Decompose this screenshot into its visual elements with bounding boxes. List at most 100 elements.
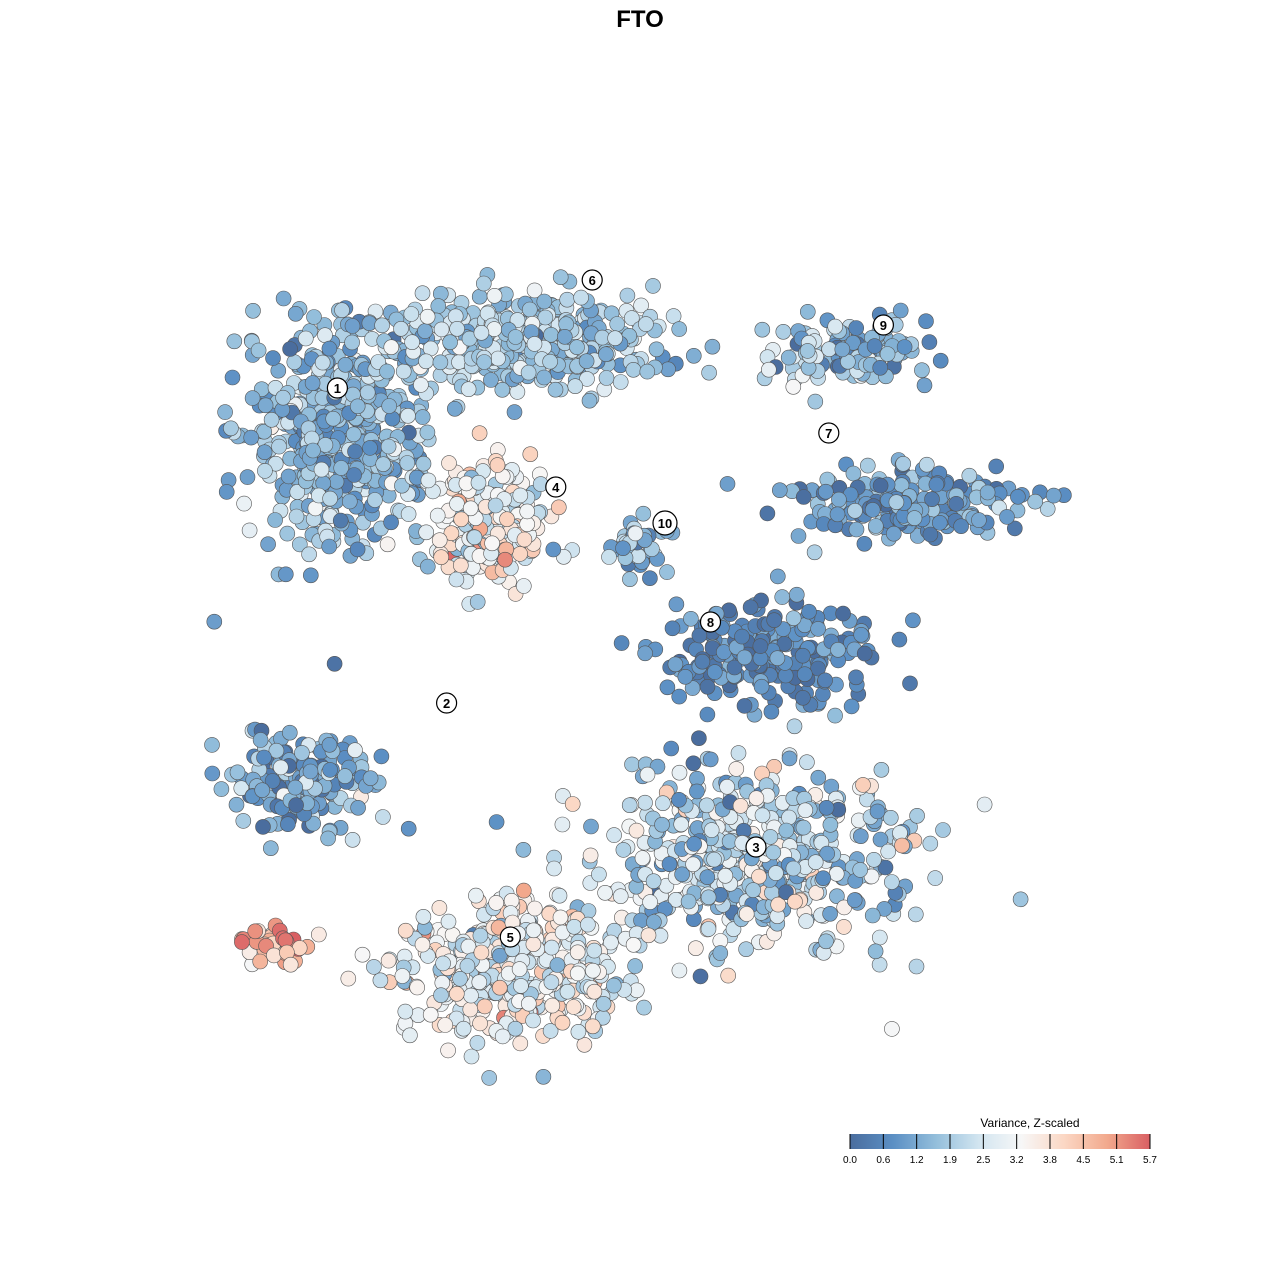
data-point xyxy=(598,370,615,386)
data-point xyxy=(265,350,281,366)
data-point xyxy=(204,765,221,782)
data-point xyxy=(935,822,951,838)
data-point xyxy=(468,887,484,904)
svg-text:5: 5 xyxy=(507,930,514,945)
data-point xyxy=(455,1020,472,1037)
svg-text:9: 9 xyxy=(880,318,887,333)
data-point xyxy=(287,779,304,796)
data-point xyxy=(344,318,361,334)
data-point xyxy=(473,324,490,341)
data-point xyxy=(486,287,503,304)
data-point xyxy=(856,535,873,552)
data-point xyxy=(362,440,378,456)
data-point xyxy=(671,962,688,979)
data-point xyxy=(921,334,938,350)
data-point xyxy=(673,816,690,833)
data-point xyxy=(565,999,582,1015)
data-point xyxy=(488,895,505,911)
data-point xyxy=(484,535,500,552)
data-point xyxy=(1010,488,1026,505)
data-point xyxy=(852,828,869,845)
data-point xyxy=(310,926,327,943)
data-point xyxy=(905,612,921,629)
data-point xyxy=(345,426,362,443)
data-point xyxy=(321,736,338,753)
data-point xyxy=(615,842,632,858)
data-point xyxy=(397,922,414,939)
data-point xyxy=(719,778,735,795)
data-point xyxy=(404,334,420,351)
data-point xyxy=(748,790,765,807)
data-point xyxy=(431,900,448,916)
data-point xyxy=(885,525,902,542)
data-point xyxy=(321,340,338,357)
data-point xyxy=(775,323,792,340)
data-point xyxy=(848,669,864,686)
data-point xyxy=(754,321,771,338)
data-point xyxy=(883,874,900,890)
data-point xyxy=(252,953,269,970)
data-point xyxy=(235,813,252,829)
data-point xyxy=(827,707,843,724)
data-point xyxy=(395,363,412,380)
data-point xyxy=(671,764,688,781)
data-point xyxy=(463,1048,480,1065)
data-point xyxy=(544,997,561,1014)
data-point xyxy=(668,596,685,613)
data-point xyxy=(469,594,486,610)
data-point xyxy=(830,641,846,658)
data-point xyxy=(279,525,296,542)
data-point xyxy=(794,647,811,664)
data-point xyxy=(780,349,797,366)
data-point xyxy=(864,907,881,924)
data-point xyxy=(218,484,235,500)
data-point xyxy=(476,354,493,370)
data-point xyxy=(872,477,889,494)
data-point xyxy=(810,769,827,786)
data-point xyxy=(687,940,704,957)
data-point xyxy=(648,341,665,358)
data-point xyxy=(476,998,493,1015)
data-point xyxy=(595,995,612,1012)
data-point xyxy=(383,339,400,356)
data-point xyxy=(906,510,923,526)
data-point xyxy=(472,927,489,944)
data-point xyxy=(287,305,304,322)
data-point xyxy=(413,377,429,393)
data-point xyxy=(229,764,246,781)
data-point xyxy=(922,835,939,852)
data-point xyxy=(394,477,410,494)
data-point xyxy=(1012,891,1029,908)
data-point xyxy=(597,884,613,901)
data-point xyxy=(379,536,396,553)
data-point xyxy=(622,571,638,588)
data-point xyxy=(745,882,762,898)
data-point xyxy=(827,318,844,335)
data-point xyxy=(552,909,569,926)
data-point xyxy=(698,797,715,814)
data-point xyxy=(566,918,583,935)
data-point xyxy=(471,288,488,305)
data-point xyxy=(433,549,450,566)
data-point xyxy=(372,972,389,989)
data-point xyxy=(417,323,433,339)
data-point xyxy=(559,983,576,1000)
data-point xyxy=(254,782,271,799)
data-point xyxy=(334,302,350,319)
data-point xyxy=(807,854,824,871)
data-point xyxy=(499,511,515,528)
data-point xyxy=(239,469,256,485)
data-point xyxy=(491,979,508,996)
data-point xyxy=(354,946,371,963)
data-point xyxy=(542,353,558,370)
data-point xyxy=(380,952,397,969)
data-point xyxy=(286,354,303,370)
data-point xyxy=(692,968,709,985)
data-point xyxy=(512,546,528,562)
colorbar-tick-label: 1.9 xyxy=(943,1155,957,1166)
data-point xyxy=(815,870,832,887)
data-point xyxy=(522,446,539,463)
data-point xyxy=(257,463,273,479)
data-point xyxy=(403,306,420,322)
data-point xyxy=(787,893,803,910)
